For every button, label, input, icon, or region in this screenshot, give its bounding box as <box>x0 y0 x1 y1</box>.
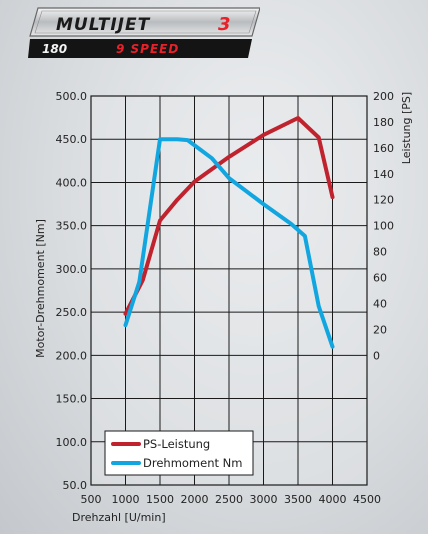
badge-gearbox-text: 9 SPEED <box>116 42 179 56</box>
y-right-tick-label: 120 <box>373 194 394 207</box>
y-right-tick-label: 140 <box>373 168 394 181</box>
x-tick-label: 1500 <box>146 493 174 506</box>
badge-multijet-number: 3 <box>218 14 231 35</box>
legend-label: PS-Leistung <box>143 437 210 451</box>
y-right-tick-label: 160 <box>373 142 394 155</box>
y-left-tick-label: 500.0 <box>56 90 88 103</box>
y-right-axis-label: Leistung [PS] <box>400 92 413 164</box>
y-left-tick-label: 450.0 <box>56 133 88 146</box>
y-left-tick-label: 300.0 <box>56 263 88 276</box>
multijet-badge: MULTIJET 3 180 9 SPEED <box>28 7 260 58</box>
badge-multijet-text: MULTIJET <box>56 15 151 35</box>
y-left-tick-label: 400.0 <box>56 176 88 189</box>
x-tick-label: 3000 <box>250 493 278 506</box>
x-tick-label: 4000 <box>319 493 347 506</box>
x-axis-label: Drehzahl [U/min] <box>72 511 166 524</box>
legend-box <box>104 430 254 476</box>
x-tick-label: 3500 <box>284 493 312 506</box>
y-left-tick-label: 250.0 <box>56 306 88 319</box>
y-right-tick-label: 40 <box>373 297 387 310</box>
series-line-drehmoment <box>123 137 335 349</box>
y-left-tick-label: 200.0 <box>56 349 88 362</box>
y-right-tick-label: 60 <box>373 272 387 285</box>
legend-label: Drehmoment Nm <box>143 456 242 470</box>
badge-power-number: 180 <box>42 42 67 56</box>
series-line-ps-leistung <box>123 116 335 316</box>
y-left-tick-label: 50.0 <box>63 479 88 492</box>
x-tick-label: 4500 <box>353 493 381 506</box>
y-right-tick-label: 180 <box>373 116 394 129</box>
y-right-tick-label: 200 <box>373 90 394 103</box>
y-right-tick-label: 20 <box>373 323 387 336</box>
x-tick-label: 1000 <box>112 493 140 506</box>
plot-frame <box>90 95 368 486</box>
y-right-tick-label: 100 <box>373 220 394 233</box>
y-left-tick-label: 100.0 <box>56 436 88 449</box>
y-left-tick-label: 350.0 <box>56 220 88 233</box>
x-tick-label: 2000 <box>181 493 209 506</box>
y-left-tick-label: 150.0 <box>56 393 88 406</box>
y-right-tick-label: 0 <box>373 349 380 362</box>
x-tick-label: 2500 <box>215 493 243 506</box>
x-tick-label: 500 <box>81 493 102 506</box>
y-left-axis-label: Motor-Drehmoment [Nm] <box>34 219 47 358</box>
y-right-tick-label: 80 <box>373 246 387 259</box>
